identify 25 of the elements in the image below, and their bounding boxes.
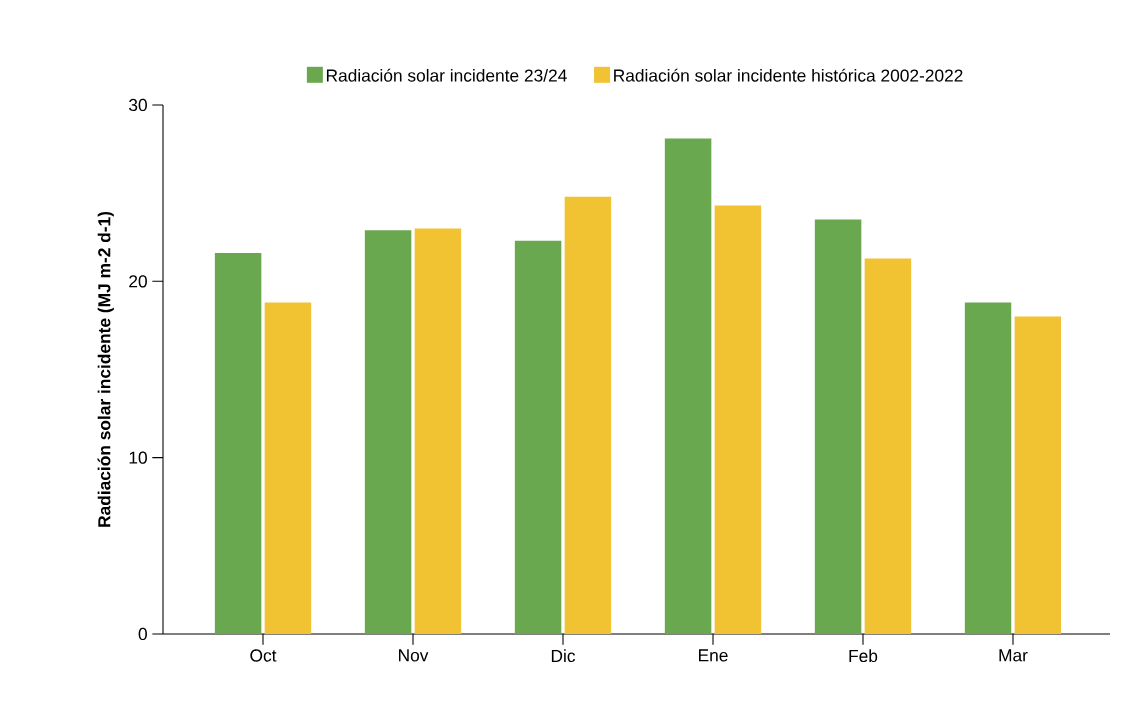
- x-tick-label: Nov: [399, 649, 429, 662]
- bar: [214, 253, 262, 634]
- bar: [714, 205, 762, 634]
- bar: [414, 228, 462, 634]
- x-tick-label: Feb: [849, 649, 878, 663]
- bar: [514, 240, 562, 634]
- legend-label: Radiación solar incidente 23/24: [326, 68, 567, 82]
- bar: [1014, 316, 1062, 634]
- y-tick-label: 10: [129, 451, 147, 464]
- bar: [264, 302, 312, 634]
- bar: [664, 138, 712, 634]
- y-axis-title: Radiación solar incidente (MJ m-2 d-1): [97, 211, 114, 527]
- bar: [564, 196, 612, 634]
- y-tick-label: 20: [129, 275, 147, 288]
- y-tick-label: 30: [129, 98, 147, 112]
- bar: [864, 258, 912, 634]
- legend-label: Radiación solar incidente histórica 2002-2022: [614, 68, 963, 82]
- x-tick-label: Mar: [999, 649, 1028, 662]
- x-tick-label: Ene: [699, 649, 728, 662]
- bar: [964, 302, 1012, 634]
- x-tick-label: Dic: [551, 649, 576, 663]
- bar: [364, 230, 412, 634]
- x-tick-label: Oct: [250, 649, 277, 662]
- bar: [814, 219, 862, 634]
- y-tick-label: 0: [138, 627, 147, 641]
